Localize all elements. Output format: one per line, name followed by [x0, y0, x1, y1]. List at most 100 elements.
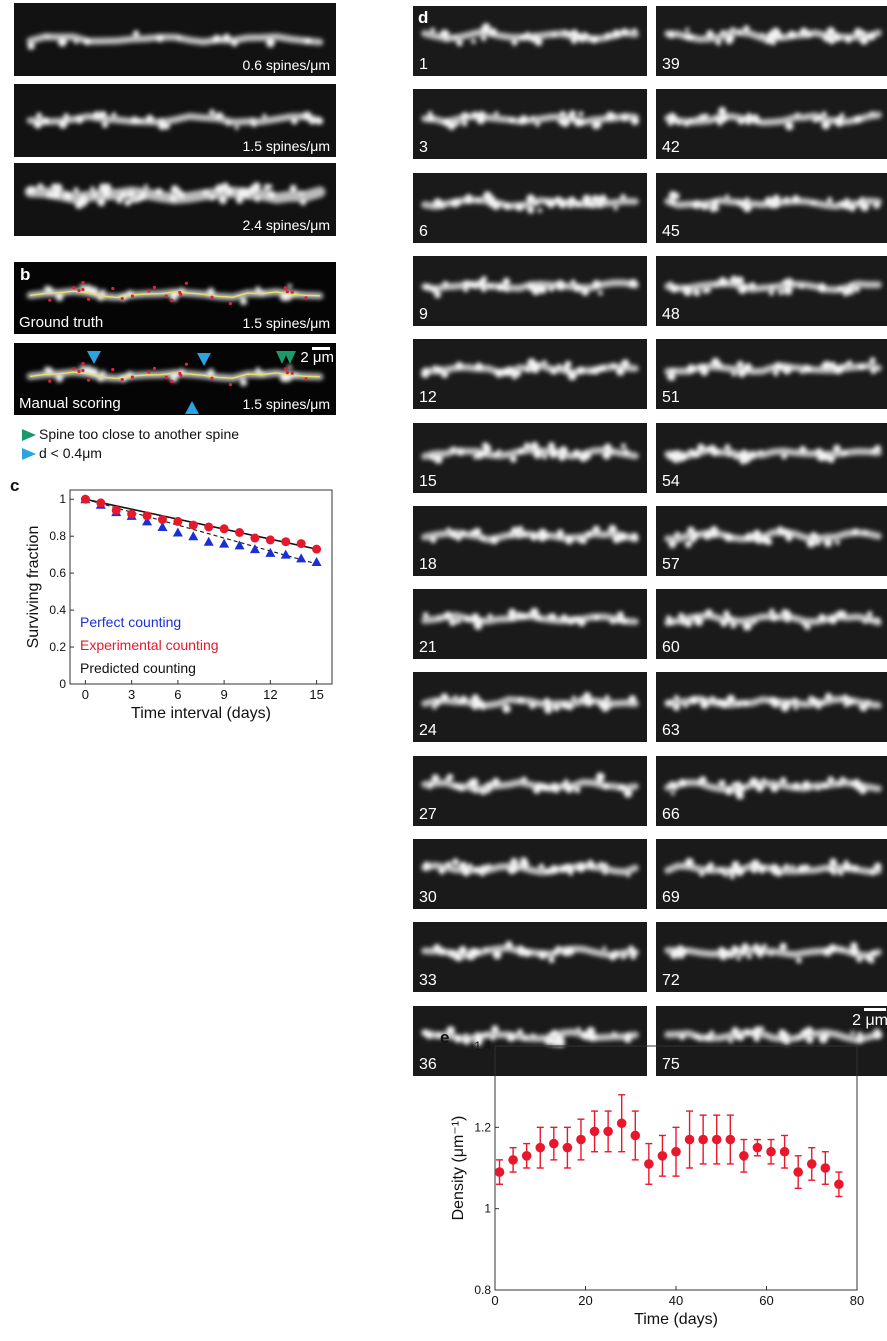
day-label: 57	[662, 556, 680, 573]
y-tick-label: 0.8	[474, 1283, 491, 1297]
dendrite-shape	[421, 23, 639, 47]
day-label: 9	[419, 306, 428, 323]
density-point	[793, 1167, 803, 1177]
perfect-point	[157, 521, 168, 531]
legend-text: Spine too close to another spine	[39, 426, 240, 442]
density-point	[671, 1146, 681, 1157]
dendrite-shape	[664, 25, 882, 46]
density-point	[698, 1134, 708, 1145]
spine-marker	[81, 362, 85, 366]
time-lapse-tile: 72	[656, 922, 887, 992]
day-label: 33	[419, 972, 437, 989]
x-tick-label: 0	[491, 1293, 498, 1308]
x-axis-label: Time interval (days)	[131, 705, 271, 722]
dendrite-shape	[664, 1026, 883, 1045]
experimental-point	[188, 520, 198, 530]
spine-marker	[290, 371, 294, 375]
experimental-point	[296, 539, 306, 549]
spine-marker	[285, 371, 289, 375]
spine-marker	[81, 281, 85, 285]
spine-marker	[147, 289, 151, 293]
spine-marker	[164, 294, 168, 298]
spine-density-label: 1.5 spines/μm	[242, 138, 330, 154]
day-label: 39	[662, 56, 680, 73]
blue-arrow-icon	[22, 448, 36, 460]
x-tick-label: 9	[221, 687, 228, 702]
day-label: 42	[662, 139, 680, 156]
dendrite-shape	[664, 857, 882, 880]
day-label: 66	[662, 806, 680, 823]
dendrite-shape	[664, 443, 882, 465]
day-label: 21	[419, 639, 437, 656]
time-lapse-grid: 1 3 6 9 12 15 18 21 24 27 30 33 36 39 42 45 48 51 54 57 60 63…	[413, 6, 887, 1076]
spine-marker	[184, 362, 188, 366]
day-label: 15	[419, 473, 437, 490]
day-label: 1	[419, 56, 428, 73]
panel-d-label: d	[418, 8, 429, 27]
y-tick-label: 0.4	[49, 603, 66, 617]
day-label: 27	[419, 806, 437, 823]
y-tick-label: 1.4	[474, 1039, 491, 1053]
density-point	[766, 1146, 776, 1157]
time-lapse-tile: 54	[656, 423, 887, 493]
spine-marker	[87, 297, 91, 301]
x-tick-label: 6	[174, 687, 181, 702]
day-label: 18	[419, 556, 437, 573]
x-tick-label: 12	[263, 687, 277, 702]
spine-marker	[170, 379, 174, 383]
experimental-point	[96, 498, 106, 508]
time-lapse-tile: 66	[656, 756, 887, 826]
dendrite-image: 2.4 spines/μm	[14, 163, 336, 236]
dendrite-shape	[421, 276, 639, 299]
day-label: 60	[662, 639, 680, 656]
spine-marker	[72, 286, 76, 290]
day-label: 51	[662, 389, 680, 406]
panel-c-label: c	[10, 476, 20, 495]
time-lapse-tile: 18	[413, 506, 647, 576]
spine-marker	[81, 368, 85, 373]
y-tick-label: 0.2	[49, 640, 66, 654]
density-point	[630, 1130, 641, 1141]
time-lapse-tile: 3	[413, 89, 647, 159]
spine-marker	[283, 367, 287, 371]
day-label: 6	[419, 223, 428, 240]
dendrite-shape	[664, 191, 882, 213]
day-label: 63	[662, 722, 680, 739]
spine-marker	[81, 287, 85, 292]
spine-marker	[170, 298, 174, 302]
density-point	[508, 1155, 518, 1165]
dendrite-shape	[664, 526, 882, 549]
plot-frame	[69, 489, 333, 685]
spine-marker	[210, 376, 214, 380]
time-lapse-tile: 12	[413, 339, 647, 409]
spine-marker	[77, 288, 81, 293]
x-tick-label: 80	[850, 1293, 864, 1308]
day-label: 45	[662, 223, 680, 240]
spine-marker	[130, 375, 134, 379]
time-lapse-tile: 42	[656, 89, 887, 159]
scale-bar-label: 2 μm	[300, 349, 334, 366]
spine-density-label: 2.4 spines/μm	[242, 217, 330, 233]
perfect-point	[234, 540, 245, 550]
dendrite-image: 0.6 spines/μm	[14, 3, 336, 76]
experimental-point	[204, 522, 214, 532]
teal-arrow-icon	[22, 429, 36, 441]
experimental-point	[281, 537, 291, 547]
time-lapse-tile: 27	[413, 756, 647, 826]
perfect-point	[188, 531, 199, 541]
dendrite-shape	[421, 524, 639, 545]
experimental-point	[80, 494, 90, 504]
time-lapse-tile: 6	[413, 173, 647, 243]
panel-e-label: e	[440, 1028, 450, 1047]
day-label: 3	[419, 139, 428, 156]
density-point	[549, 1138, 559, 1149]
time-lapse-tile: 9	[413, 256, 647, 326]
dendrite-shape	[421, 941, 639, 963]
x-tick-label: 20	[578, 1293, 592, 1308]
dendrite-shape	[421, 692, 639, 714]
y-tick-label: 1.2	[474, 1120, 491, 1134]
experimental-point	[111, 505, 121, 515]
density-point	[494, 1167, 505, 1177]
manual-scoring-image: Manual scoring 1.5 spines/μm 2 μm	[14, 343, 336, 415]
spine-marker	[228, 302, 232, 306]
